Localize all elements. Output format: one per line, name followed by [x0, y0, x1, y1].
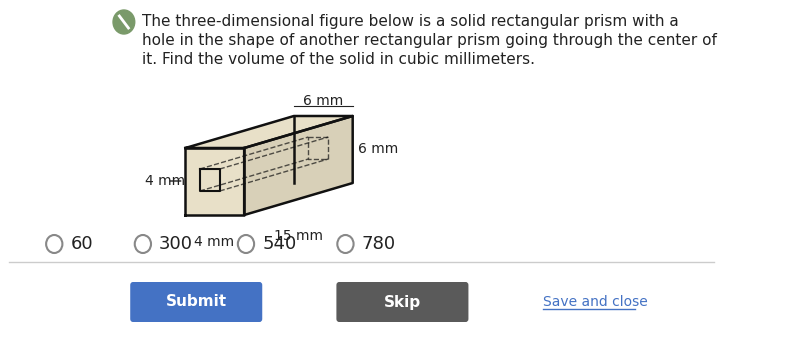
Text: Submit: Submit	[166, 295, 226, 310]
Polygon shape	[244, 116, 353, 215]
Circle shape	[113, 10, 134, 34]
FancyBboxPatch shape	[337, 282, 469, 322]
Text: 540: 540	[262, 235, 297, 253]
Text: 15 mm: 15 mm	[274, 229, 323, 243]
Text: 780: 780	[362, 235, 396, 253]
Text: Skip: Skip	[384, 295, 421, 310]
Text: hole in the shape of another rectangular prism going through the center of: hole in the shape of another rectangular…	[142, 33, 717, 48]
Polygon shape	[186, 148, 244, 215]
Polygon shape	[186, 116, 353, 148]
Text: 4 mm: 4 mm	[194, 235, 234, 249]
Text: it. Find the volume of the solid in cubic millimeters.: it. Find the volume of the solid in cubi…	[142, 52, 535, 67]
Text: The three-dimensional figure below is a solid rectangular prism with a: The three-dimensional figure below is a …	[142, 14, 678, 29]
Text: 6 mm: 6 mm	[302, 94, 343, 108]
Text: 4 mm: 4 mm	[145, 174, 185, 188]
Text: 6 mm: 6 mm	[358, 142, 398, 156]
Text: Save and close: Save and close	[542, 295, 647, 309]
FancyBboxPatch shape	[130, 282, 262, 322]
Text: 300: 300	[159, 235, 193, 253]
Text: 60: 60	[70, 235, 93, 253]
